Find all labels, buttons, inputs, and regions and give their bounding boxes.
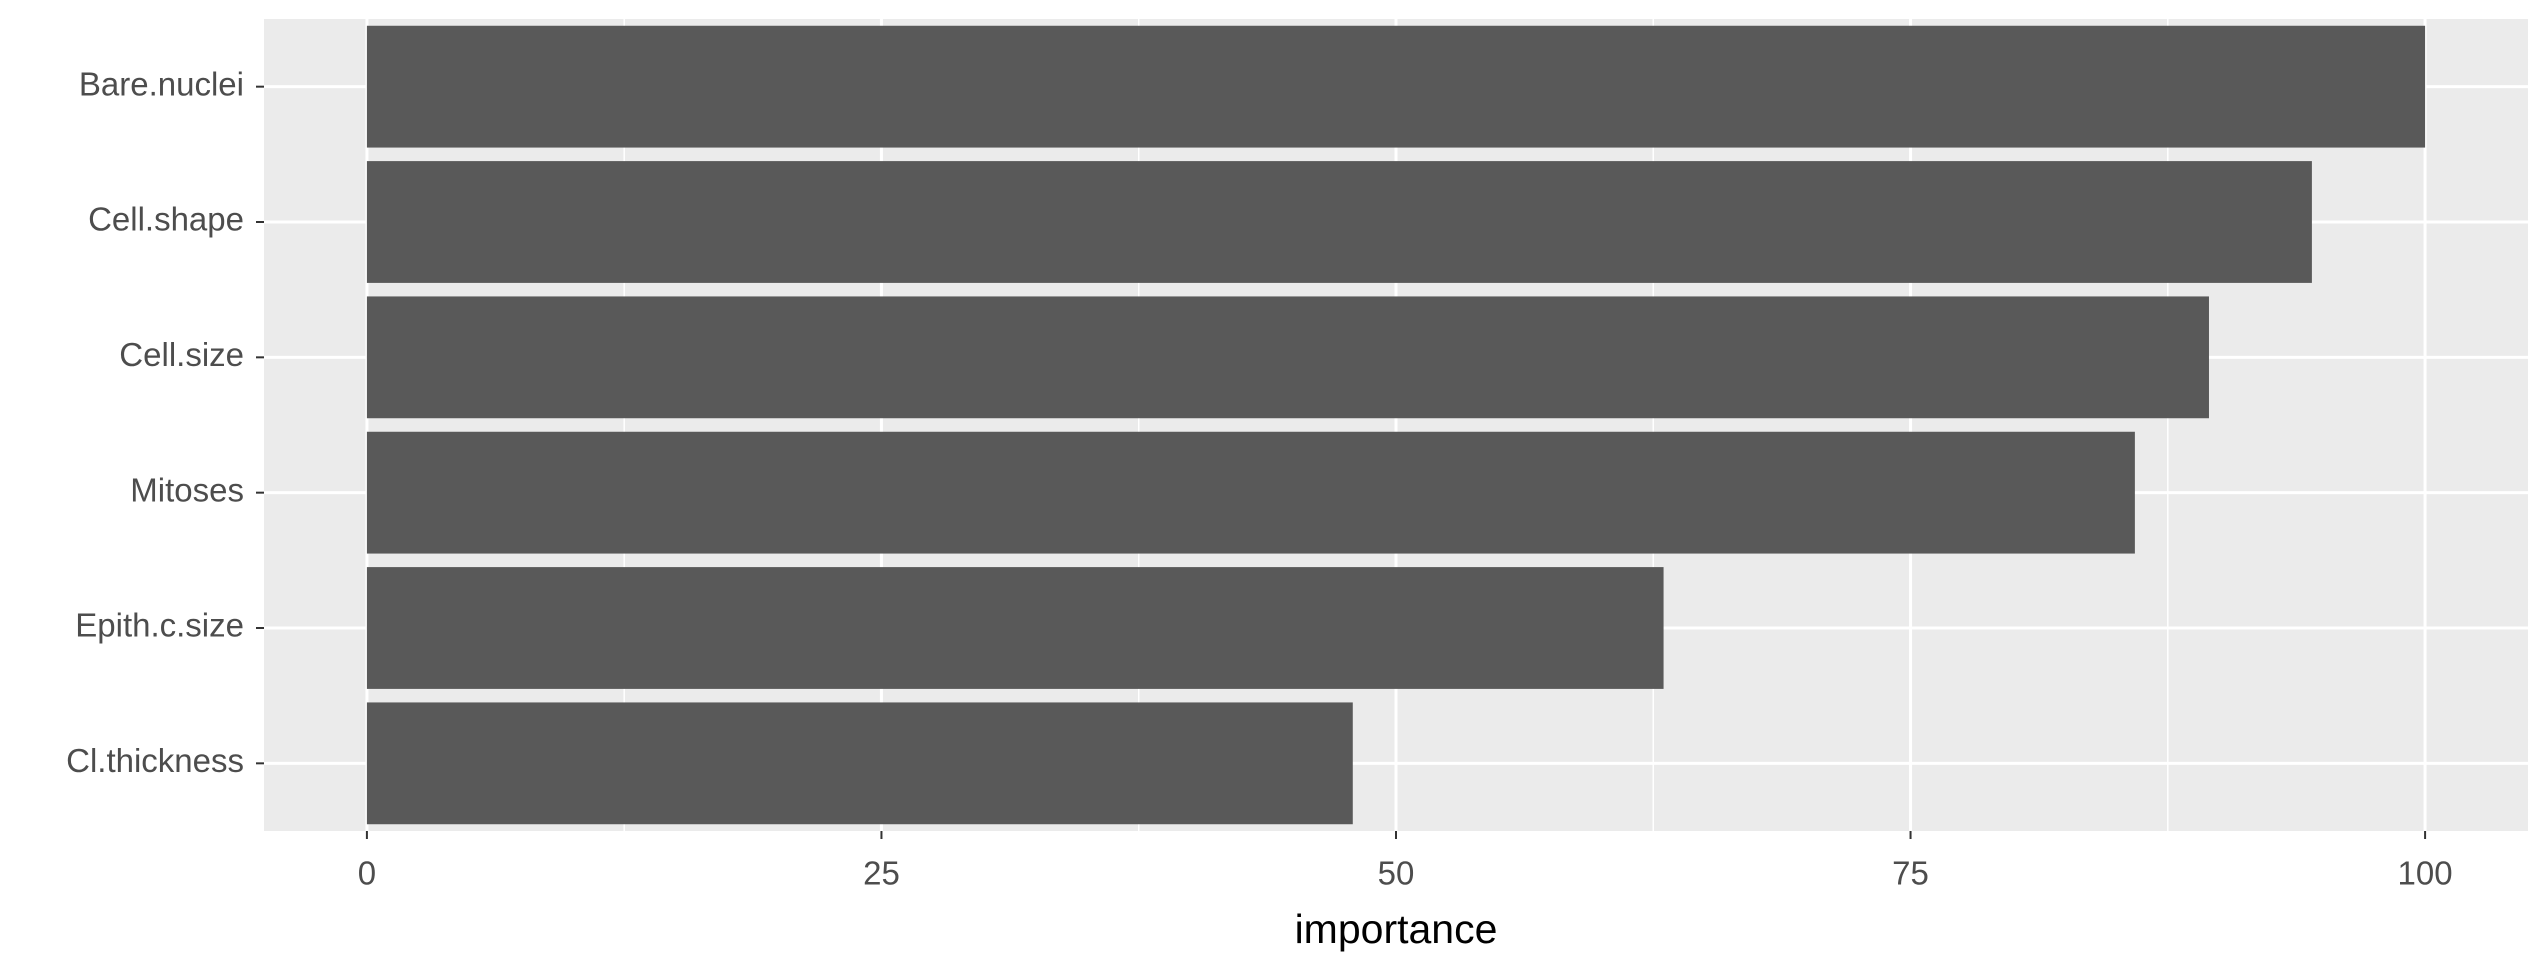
y-tick-label: Bare.nuclei [79,65,244,102]
bar [366,296,2209,419]
x-tick-label: 50 [1378,855,1415,892]
x-tick-label: 25 [863,855,900,892]
bar [366,702,1353,825]
x-tick-label: 100 [2398,855,2453,892]
y-tick-label: Cell.size [119,336,244,373]
bar [366,567,1664,689]
x-tick-label: 0 [358,855,376,892]
y-tick-label: Epith.c.size [75,607,244,644]
y-tick-label: Mitoses [130,471,244,508]
x-axis-title: importance [1295,906,1498,952]
bar [366,431,2135,554]
bar [366,25,2426,148]
y-tick-label: Cl.thickness [66,742,244,779]
y-tick-label: Cell.shape [88,201,244,238]
x-tick-label: 75 [1892,855,1929,892]
bar [366,161,2312,283]
